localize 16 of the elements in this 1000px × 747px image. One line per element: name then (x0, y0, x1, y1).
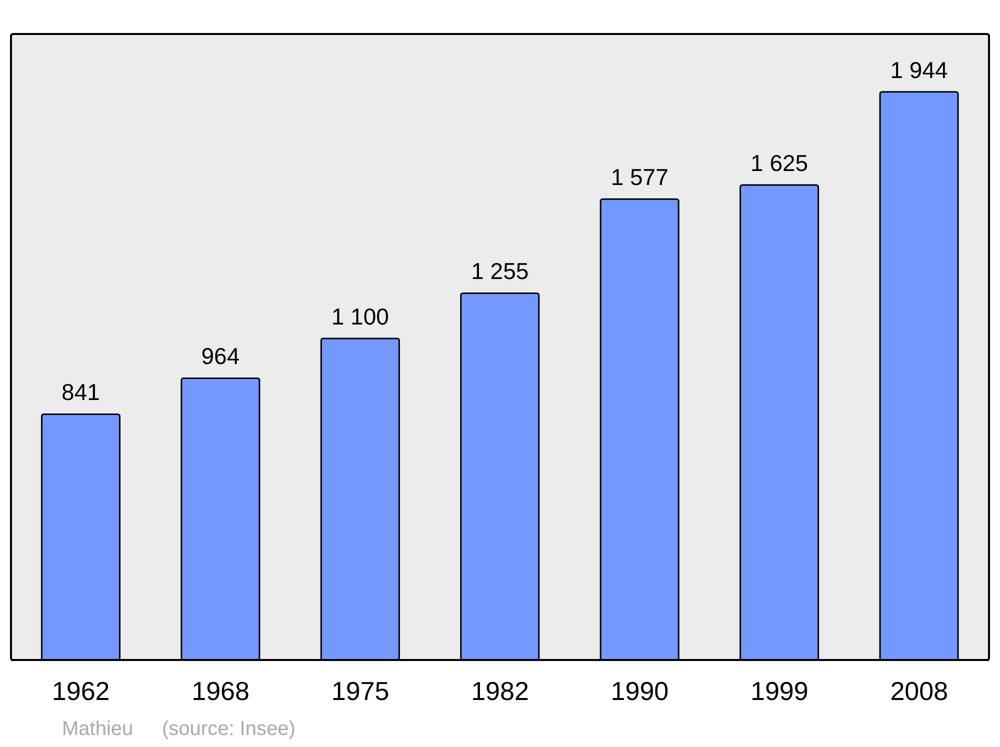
text: Mathieu (62, 718, 134, 741)
data-label: 1 255 (471, 258, 529, 284)
x-tick-label: 1962 (52, 676, 110, 706)
data-label: 1 944 (890, 56, 948, 83)
x-tick-label: 1968 (192, 676, 250, 706)
x-tick-label: 2008 (890, 676, 948, 706)
x-tick-label: 1999 (750, 676, 808, 706)
data-label: 1 625 (750, 150, 808, 176)
data-label: 1 100 (331, 304, 389, 330)
data-label: 1 577 (610, 164, 668, 190)
data-label: 964 (201, 343, 240, 370)
x-tick-label: 1982 (471, 676, 529, 706)
data-label: 841 (62, 379, 100, 406)
x-tick-label: 1990 (610, 676, 669, 706)
x-tick-label: 1975 (331, 676, 390, 706)
text: (source: Insee) (162, 718, 296, 741)
